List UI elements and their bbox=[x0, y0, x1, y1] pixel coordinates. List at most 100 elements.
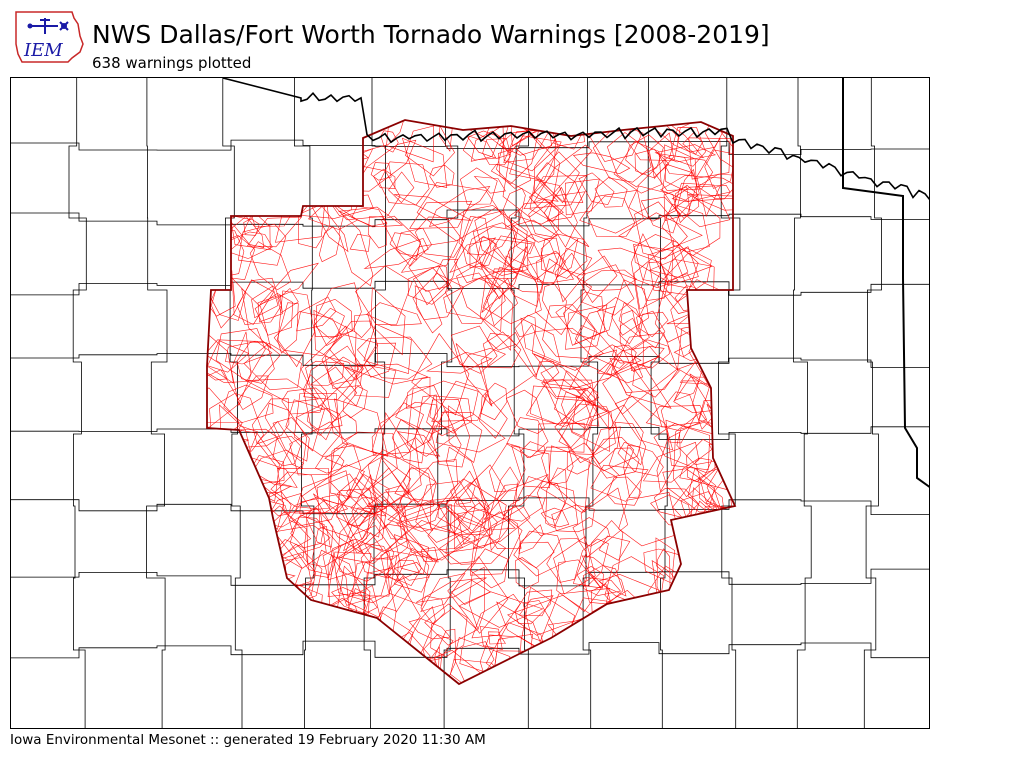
county-line bbox=[11, 497, 929, 515]
warning-polygon bbox=[573, 538, 609, 587]
warning-polygon bbox=[536, 480, 566, 521]
warning-polygon bbox=[251, 455, 285, 484]
warning-polygon bbox=[373, 168, 396, 189]
warning-polygon bbox=[518, 524, 544, 555]
warning-polygon bbox=[236, 277, 282, 325]
warning-polygon bbox=[318, 226, 341, 263]
warning-polygon bbox=[634, 201, 688, 260]
warning-polygon bbox=[556, 238, 579, 278]
county-line bbox=[11, 139, 929, 155]
warning-polygon bbox=[669, 127, 706, 167]
warning-polygon bbox=[548, 445, 590, 513]
warning-polygon bbox=[535, 360, 560, 384]
county-line bbox=[508, 78, 529, 728]
map-background bbox=[11, 78, 929, 728]
warning-polygon bbox=[542, 379, 600, 427]
warning-polygon bbox=[427, 510, 482, 565]
warning-polygon bbox=[541, 237, 561, 273]
warning-polygon bbox=[486, 278, 518, 327]
warning-polygon bbox=[574, 325, 625, 369]
warning-polygon bbox=[408, 618, 451, 640]
warning-polygon bbox=[597, 297, 650, 350]
warning-polygon bbox=[241, 287, 272, 350]
warning-polygon bbox=[416, 182, 502, 242]
warning-polygon bbox=[468, 566, 486, 631]
county-line bbox=[11, 640, 929, 659]
warning-polygon bbox=[634, 148, 670, 179]
warning-polygon bbox=[469, 548, 508, 589]
warning-polygon bbox=[415, 394, 439, 446]
warning-polygon bbox=[496, 601, 545, 653]
warning-polygon bbox=[630, 345, 665, 371]
warning-polygon bbox=[479, 274, 513, 351]
warning-polygon bbox=[395, 380, 479, 435]
warning-polygon bbox=[360, 467, 412, 530]
warning-polygon bbox=[380, 130, 399, 153]
warning-polygon bbox=[295, 404, 338, 436]
warning-polygon bbox=[525, 383, 587, 426]
warning-polygon bbox=[273, 311, 343, 357]
warning-polygon bbox=[370, 162, 392, 181]
warning-polygon bbox=[674, 184, 700, 219]
warning-polygon bbox=[396, 506, 479, 562]
warning-polygon bbox=[509, 135, 562, 182]
county-line bbox=[11, 280, 929, 296]
warning-polygon bbox=[314, 455, 345, 474]
warning-polygon bbox=[337, 505, 408, 564]
warning-polygon bbox=[482, 331, 522, 369]
warning-polygon bbox=[456, 261, 503, 333]
warning-polygon bbox=[662, 468, 722, 513]
warning-polygon bbox=[447, 556, 509, 634]
warning-polygon bbox=[207, 354, 228, 381]
warning-polygon bbox=[331, 587, 378, 615]
warning-polygon bbox=[249, 241, 292, 291]
warning-polygon bbox=[351, 139, 417, 192]
warning-polygon bbox=[704, 149, 735, 189]
warning-polygon bbox=[325, 356, 364, 407]
county-line bbox=[437, 78, 459, 728]
warning-polygon bbox=[581, 264, 635, 316]
warning-polygon bbox=[469, 235, 497, 269]
warning-polygon bbox=[513, 530, 566, 577]
warning-polygon bbox=[315, 298, 353, 339]
county-line bbox=[11, 568, 929, 587]
warning-polygon bbox=[540, 379, 592, 402]
warning-polygon bbox=[661, 203, 710, 253]
warning-polygon bbox=[243, 218, 260, 236]
warning-polygon bbox=[625, 134, 664, 176]
warning-polygon bbox=[470, 130, 501, 162]
warning-polygon bbox=[397, 431, 441, 457]
warning-polygon bbox=[508, 233, 559, 280]
warning-polygon bbox=[474, 207, 518, 268]
warning-polygon bbox=[399, 459, 458, 523]
warning-polygon bbox=[405, 376, 431, 409]
county-line bbox=[647, 78, 668, 728]
warning-polygon bbox=[585, 404, 644, 472]
warning-polygon bbox=[479, 634, 522, 684]
warning-polygon bbox=[546, 191, 586, 222]
footer-credit: Iowa Environmental Mesonet :: generated … bbox=[10, 732, 486, 748]
warning-polygon bbox=[647, 244, 699, 296]
warning-polygon bbox=[541, 446, 574, 486]
warning-polygon bbox=[591, 426, 621, 465]
warning-polygon bbox=[429, 399, 466, 434]
warning-polygon bbox=[467, 226, 514, 256]
county-line bbox=[11, 353, 929, 368]
warning-polygon bbox=[507, 594, 593, 636]
warning-polygon bbox=[473, 176, 506, 194]
warning-polygon bbox=[654, 144, 717, 163]
warning-polygon bbox=[502, 495, 546, 522]
warning-polygon bbox=[438, 533, 507, 565]
warning-polygon bbox=[435, 411, 506, 453]
warning-polygon bbox=[426, 351, 493, 374]
warning-polygon bbox=[450, 478, 476, 505]
warning-polygon bbox=[400, 240, 459, 273]
warning-polygon bbox=[399, 501, 441, 529]
warning-polygon bbox=[337, 477, 384, 538]
warning-polygon bbox=[659, 175, 735, 202]
warning-polygon bbox=[366, 490, 411, 508]
warning-polygon bbox=[471, 593, 521, 639]
warning-polygon bbox=[275, 506, 327, 569]
warning-polygon bbox=[225, 340, 273, 365]
warning-polygon bbox=[505, 389, 545, 434]
